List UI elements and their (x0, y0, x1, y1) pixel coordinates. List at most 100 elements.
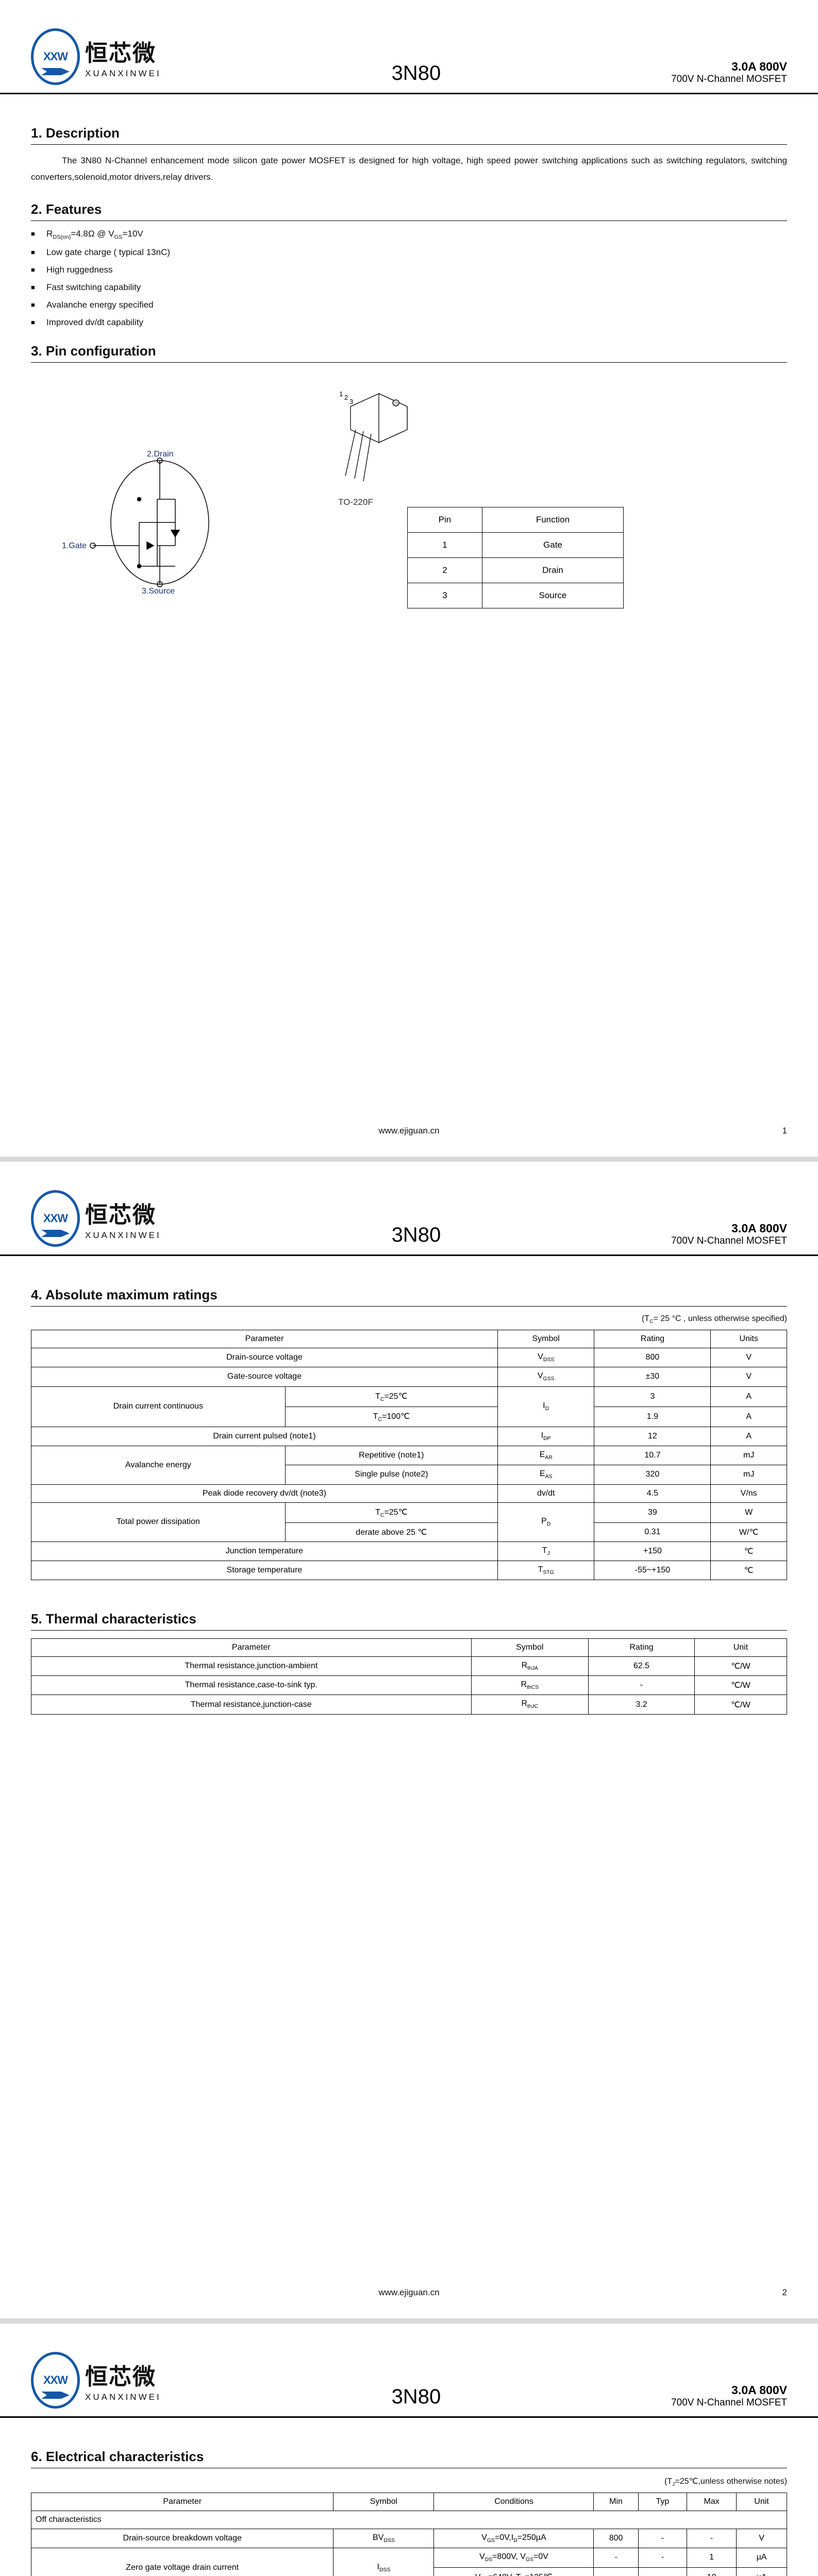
page-3: XXW 恒芯微 XUANXINWEI 3N80 3.0A 800V 700V N… (0, 2324, 818, 2576)
footer-url[interactable]: www.ejiguan.cn (378, 1126, 439, 1136)
ec-row: Zero gate voltage drain current IDSS VDS… (31, 2548, 787, 2567)
thermal-row-1: Thermal resistance,case-to-sink typ. Rth… (31, 1676, 787, 1695)
page-2: XXW 恒芯微 XUANXINWEI 3N80 3.0A 800V 700V N… (0, 1162, 818, 2318)
amr-header-rating: Rating (594, 1330, 711, 1348)
footer-url[interactable]: www.ejiguan.cn (378, 2287, 439, 2298)
ec-row: Drain-source breakdown voltage BVDSS VGS… (31, 2529, 787, 2548)
ec-header-max: Max (687, 2493, 737, 2511)
part-number-title: 3N80 (392, 2385, 441, 2409)
drain-label-text: 2.Drain (147, 450, 174, 459)
brand-name-chinese: 恒芯微 (85, 1196, 161, 1229)
mosfet-schematic-symbol: 2.Drain 1.Gate 3.Source (62, 450, 278, 595)
spec-summary: 3.0A 800V 700V N-Channel MOSFET (671, 1222, 787, 1247)
amr-row-10: Junction temperature TJ +150 ℃ (31, 1541, 787, 1561)
feature-item-1: Low gate charge ( typical 13nC) (31, 247, 787, 258)
pin-table-wrap: Pin Function 1 Gate 2 Drain 3 Source (407, 507, 624, 608)
pin-table-row: 3 Source (408, 583, 624, 608)
pin-table-row: 1 Gate (408, 532, 624, 557)
page-1: XXW 恒芯微 XUANXINWEI 3N80 3.0A 800V 700V N… (0, 0, 818, 1157)
amr-header-units: Units (711, 1330, 787, 1348)
section3-title: 3. Pin configuration (31, 343, 787, 363)
page3-content: 6. Electrical characteristics (TJ=25℃,un… (0, 2418, 818, 2576)
thermal-header-parameter: Parameter (31, 1639, 472, 1657)
page-header: XXW 恒芯微 XUANXINWEI 3N80 3.0A 800V 700V N… (0, 1162, 818, 1256)
brand-name-english: XUANXINWEI (85, 1230, 161, 1241)
amr-row-0: Drain-source voltage VDSS 800 V (31, 1348, 787, 1367)
thermal-characteristics-table[interactable]: Parameter Symbol Rating Unit Thermal res… (31, 1638, 787, 1715)
gate-label-text: 1.Gate (62, 541, 87, 550)
thermal-header-symbol: Symbol (471, 1639, 589, 1657)
ec-header-conditions: Conditions (434, 2493, 594, 2511)
logo-oval-icon: XXW (31, 28, 80, 85)
amr-row-4: Drain current pulsed (note1) IDP 12 A (31, 1427, 787, 1446)
svg-text:3: 3 (349, 398, 353, 405)
pin-function-table[interactable]: Pin Function 1 Gate 2 Drain 3 Source (407, 507, 624, 608)
feature-item-5: Improved dv/dt capability (31, 317, 787, 328)
brand-name-chinese: 恒芯微 (85, 35, 161, 67)
pin-table-header-pin: Pin (408, 507, 482, 532)
svg-text:1: 1 (339, 390, 343, 398)
brand-logo: XXW 恒芯微 XUANXINWEI (31, 1190, 161, 1247)
thermal-header-unit: Unit (694, 1639, 787, 1657)
amr-header-symbol: Symbol (497, 1330, 594, 1348)
amr-row-5: Avalanche energy Repetitive (note1) EAR … (31, 1446, 787, 1465)
thermal-header-rating: Rating (589, 1639, 695, 1657)
package-label: TO-220F (278, 497, 433, 507)
brand-name-english: XUANXINWEI (85, 69, 161, 79)
feature-item-4: Avalanche energy specified (31, 300, 787, 310)
ec-header-symbol: Symbol (333, 2493, 434, 2511)
brand-logo: XXW 恒芯微 XUANXINWEI (31, 28, 161, 85)
ec-header-unit: Unit (737, 2493, 787, 2511)
abs-max-ratings-table[interactable]: Parameter Symbol Rating Units Drain-sour… (31, 1330, 787, 1580)
section5-title: 5. Thermal characteristics (31, 1611, 787, 1631)
description-paragraph: The 3N80 N-Channel enhancement mode sili… (31, 152, 787, 186)
section6-title: 6. Electrical characteristics (31, 2449, 787, 2468)
package-drawing: 1 2 3 TO-220F (278, 378, 433, 507)
electrical-characteristics-table[interactable]: Parameter Symbol Conditions Min Typ Max … (31, 2493, 787, 2576)
part-number-title: 3N80 (392, 62, 441, 85)
feature-item-0: RDS(on)=4.8Ω @ VGS=10V (31, 229, 787, 240)
pin-configuration-area: 1 2 3 TO-220F (31, 378, 787, 608)
page1-content: 1. Description The 3N80 N-Channel enhanc… (0, 94, 818, 639)
svg-text:2: 2 (344, 394, 348, 401)
page-header: XXW 恒芯微 XUANXINWEI 3N80 3.0A 800V 700V N… (0, 2324, 818, 2418)
section1-title: 1. Description (31, 125, 787, 145)
ec-header-parameter: Parameter (31, 2493, 333, 2511)
logo-oval-icon: XXW (31, 2352, 80, 2409)
brand-name-chinese: 恒芯微 (85, 2358, 161, 2391)
section2-title: 2. Features (31, 201, 787, 221)
amr-header-parameter: Parameter (31, 1330, 498, 1348)
amr-row-2: Drain current continuous TC=25℃ ID 3 A (31, 1386, 787, 1406)
amr-row-1: Gate-source voltage VGSS ±30 V (31, 1367, 787, 1386)
footer-page-number: 1 (782, 1126, 787, 1136)
logo-oval-icon: XXW (31, 1190, 80, 1247)
amr-row-11: Storage temperature TSTG -55~+150 ℃ (31, 1561, 787, 1580)
logo-arrow-icon (41, 1230, 70, 1237)
logo-arrow-icon (41, 2392, 70, 2399)
spec-summary: 3.0A 800V 700V N-Channel MOSFET (671, 2383, 787, 2409)
brand-name-english: XUANXINWEI (85, 2392, 161, 2402)
features-list: RDS(on)=4.8Ω @ VGS=10V Low gate charge (… (31, 229, 787, 328)
section4-title: 4. Absolute maximum ratings (31, 1287, 787, 1307)
thermal-row-0: Thermal resistance,junction-ambient RthJ… (31, 1657, 787, 1676)
feature-item-2: High ruggedness (31, 265, 787, 275)
amr-row-7: Peak diode recovery dv/dt (note3) dv/dt … (31, 1484, 787, 1502)
section6-note: (TJ=25℃,unless otherwise notes) (31, 2476, 787, 2487)
thermal-row-2: Thermal resistance,junction-case RthJC 3… (31, 1695, 787, 1714)
spec-summary: 3.0A 800V 700V N-Channel MOSFET (671, 60, 787, 85)
section4-note: (TC= 25 °C , unless otherwise specified) (31, 1314, 787, 1325)
part-number-title: 3N80 (392, 1224, 441, 1247)
footer-page-number: 2 (782, 2287, 787, 2298)
page-header: XXW 恒芯微 XUANXINWEI 3N80 3.0A 800V 700V N… (0, 0, 818, 94)
source-label-text: 3.Source (142, 587, 175, 595)
pin-table-header-function: Function (482, 507, 623, 532)
feature-item-3: Fast switching capability (31, 282, 787, 293)
ec-header-min: Min (594, 2493, 638, 2511)
logo-arrow-icon (41, 68, 70, 75)
brand-logo: XXW 恒芯微 XUANXINWEI (31, 2352, 161, 2409)
page2-content: 4. Absolute maximum ratings (TC= 25 °C ,… (0, 1256, 818, 1745)
amr-row-8: Total power dissipation TC=25℃ PD 39 W (31, 1502, 787, 1522)
ec-header-typ: Typ (638, 2493, 687, 2511)
page2-footer: www.ejiguan.cn 2 (0, 2287, 818, 2298)
page1-footer: www.ejiguan.cn 1 (0, 1126, 818, 1136)
